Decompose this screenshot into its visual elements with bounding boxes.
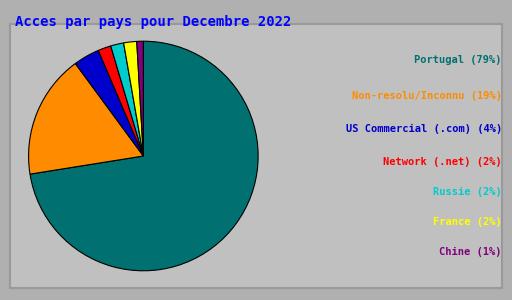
Wedge shape bbox=[123, 41, 143, 156]
Text: US Commercial (.com) (4%): US Commercial (.com) (4%) bbox=[346, 124, 502, 134]
Wedge shape bbox=[111, 43, 143, 156]
Wedge shape bbox=[75, 50, 143, 156]
Text: Network (.net) (2%): Network (.net) (2%) bbox=[383, 157, 502, 167]
Wedge shape bbox=[29, 64, 143, 174]
Text: France (2%): France (2%) bbox=[433, 217, 502, 227]
Text: Acces par pays pour Decembre 2022: Acces par pays pour Decembre 2022 bbox=[15, 15, 292, 29]
Text: Non-resolu/Inconnu (19%): Non-resolu/Inconnu (19%) bbox=[352, 91, 502, 101]
Text: Portugal (79%): Portugal (79%) bbox=[414, 55, 502, 65]
Wedge shape bbox=[30, 41, 258, 271]
Wedge shape bbox=[98, 46, 143, 156]
Text: Russie (2%): Russie (2%) bbox=[433, 187, 502, 197]
Text: Chine (1%): Chine (1%) bbox=[439, 247, 502, 257]
Wedge shape bbox=[137, 41, 143, 156]
